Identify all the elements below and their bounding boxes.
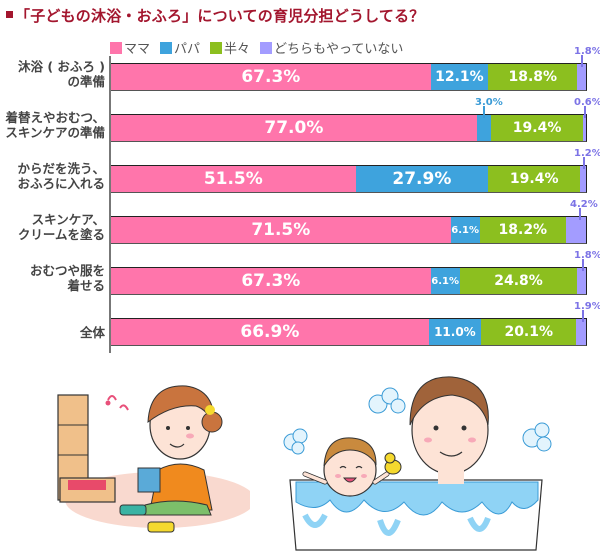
- bar-segment-none: [566, 217, 586, 243]
- chart-row: 全体 66.9% 11.0% 20.1% 1.9%: [0, 301, 600, 347]
- bar-segment-mama: 66.9%: [111, 319, 429, 345]
- mother-folding-clothes-illustration: [50, 370, 255, 540]
- bar-segment-none: [580, 166, 586, 192]
- father-and-baby-bath-illustration: [270, 370, 560, 555]
- value-label-none: 1.2%: [574, 148, 600, 159]
- stacked-bar: 67.3% 6.1% 24.8%: [111, 267, 587, 295]
- chart-title: 「子どもの沐浴・おふろ」についての育児分担どうしてる？: [6, 5, 425, 26]
- category-label-line2: 着せる: [67, 278, 105, 293]
- legend-item-hanhan: 半々: [210, 38, 250, 57]
- bar-segment-papa: [476, 115, 491, 141]
- leader-line: [582, 310, 584, 322]
- bar-segment-hanhan: 18.2%: [479, 217, 567, 243]
- category-label-line2: スキンケアの準備: [5, 125, 105, 140]
- legend-item-none: どちらもやっていない: [260, 38, 403, 57]
- bar-segment-papa: 11.0%: [428, 319, 482, 345]
- stacked-bar: 67.3% 12.1% 18.8%: [111, 63, 587, 91]
- chart-row: 沐浴 ( おふろ ) の準備 67.3% 12.1% 18.8% 1.8%: [0, 46, 600, 92]
- stacked-bar: 51.5% 27.9% 19.4%: [111, 165, 587, 193]
- legend-swatch-papa: [160, 41, 173, 54]
- bar-segment-none: [577, 64, 586, 90]
- bar-segment-hanhan: 18.8%: [488, 64, 578, 90]
- chart-row: おむつや服を 着せる 67.3% 6.1% 24.8% 1.8%: [0, 250, 600, 296]
- leader-line: [483, 106, 485, 118]
- stacked-bar: 71.5% 6.1% 18.2%: [111, 216, 587, 244]
- category-label-line1: からだを洗う、: [17, 161, 105, 176]
- bar-segment-none: [583, 115, 586, 141]
- leader-line: [583, 157, 585, 169]
- bar-segment-none: [576, 319, 586, 345]
- bar-segment-mama: 71.5%: [111, 217, 451, 243]
- stacked-bar: 77.0% 19.4%: [111, 114, 587, 142]
- legend-item-papa: パパ: [160, 38, 200, 57]
- bar-segment-papa: 6.1%: [430, 268, 460, 294]
- legend-label: 半々: [224, 42, 251, 57]
- legend-swatch-hanhan: [210, 41, 223, 54]
- chart-title-text: 「子どもの沐浴・おふろ」についての育児分担どうしてる？: [15, 7, 425, 25]
- category-label-line2: クリームを塗る: [17, 227, 105, 242]
- legend: ママ パパ 半々 どちらもやっていない: [110, 38, 403, 57]
- category-label: 着替えやおむつ、 スキンケアの準備: [5, 110, 105, 140]
- category-label-line1: 着替えやおむつ、: [5, 110, 105, 125]
- category-label: からだを洗う、 おふろに入れる: [17, 161, 105, 191]
- bar-segment-mama: 67.3%: [111, 64, 431, 90]
- value-label-none: 1.8%: [574, 250, 600, 261]
- leader-line: [581, 55, 583, 67]
- legend-swatch-mama: [110, 41, 122, 54]
- legend-label: パパ: [174, 42, 201, 57]
- bar-segment-papa: 27.9%: [355, 166, 489, 192]
- bar-segment-hanhan: 19.4%: [488, 166, 581, 192]
- category-label-line1: 全体: [79, 325, 105, 340]
- bar-segment-mama: 51.5%: [111, 166, 356, 192]
- value-label-none: 0.6%: [574, 97, 600, 108]
- value-label-none: 1.8%: [574, 46, 600, 57]
- bar-segment-mama: 77.0%: [111, 115, 477, 141]
- stacked-bar: 66.9% 11.0% 20.1%: [111, 318, 587, 346]
- bar-segment-hanhan: 24.8%: [459, 268, 578, 294]
- chart-row: からだを洗う、 おふろに入れる 51.5% 27.9% 19.4% 1.2%: [0, 148, 600, 194]
- category-label-line1: おむつや服を: [29, 263, 105, 278]
- chart-row: 着替えやおむつ、 スキンケアの準備 77.0% 19.4% 3.0% 0.6%: [0, 97, 600, 143]
- category-label-line1: 沐浴 ( おふろ ): [18, 59, 105, 74]
- category-label: 全体: [80, 325, 105, 340]
- category-axis: [109, 56, 111, 353]
- bar-segment-papa: 6.1%: [450, 217, 480, 243]
- category-label: スキンケア、 クリームを塗る: [18, 212, 105, 242]
- category-label-line1: スキンケア、: [31, 212, 105, 227]
- bar-segment-none: [577, 268, 586, 294]
- leader-line: [582, 259, 584, 271]
- legend-item-mama: ママ: [110, 38, 150, 57]
- value-label-none: 4.2%: [570, 199, 598, 210]
- chart-row: スキンケア、 クリームを塗る 71.5% 6.1% 18.2% 4.2%: [0, 199, 600, 245]
- value-label-papa: 3.0%: [475, 97, 503, 108]
- mother-illustration-icon: [57, 385, 255, 533]
- category-label-line2: おふろに入れる: [17, 176, 105, 191]
- bar-segment-hanhan: 20.1%: [481, 319, 577, 345]
- leader-line: [584, 106, 586, 118]
- bar-segment-mama: 67.3%: [111, 268, 431, 294]
- legend-label: ママ: [124, 42, 151, 57]
- value-label-none: 1.9%: [574, 301, 600, 312]
- bar-segment-papa: 12.1%: [430, 64, 489, 90]
- legend-swatch-none: [260, 41, 273, 54]
- title-bullet-icon: [6, 11, 13, 18]
- category-label: 沐浴 ( おふろ ) の準備: [18, 59, 105, 89]
- legend-label: どちらもやっていない: [274, 42, 404, 57]
- bar-segment-hanhan: 19.4%: [491, 115, 584, 141]
- bath-illustration-icon: [283, 376, 552, 551]
- leader-line: [579, 208, 581, 220]
- category-label-line2: の準備: [67, 74, 105, 89]
- category-label: おむつや服を 着せる: [30, 263, 105, 293]
